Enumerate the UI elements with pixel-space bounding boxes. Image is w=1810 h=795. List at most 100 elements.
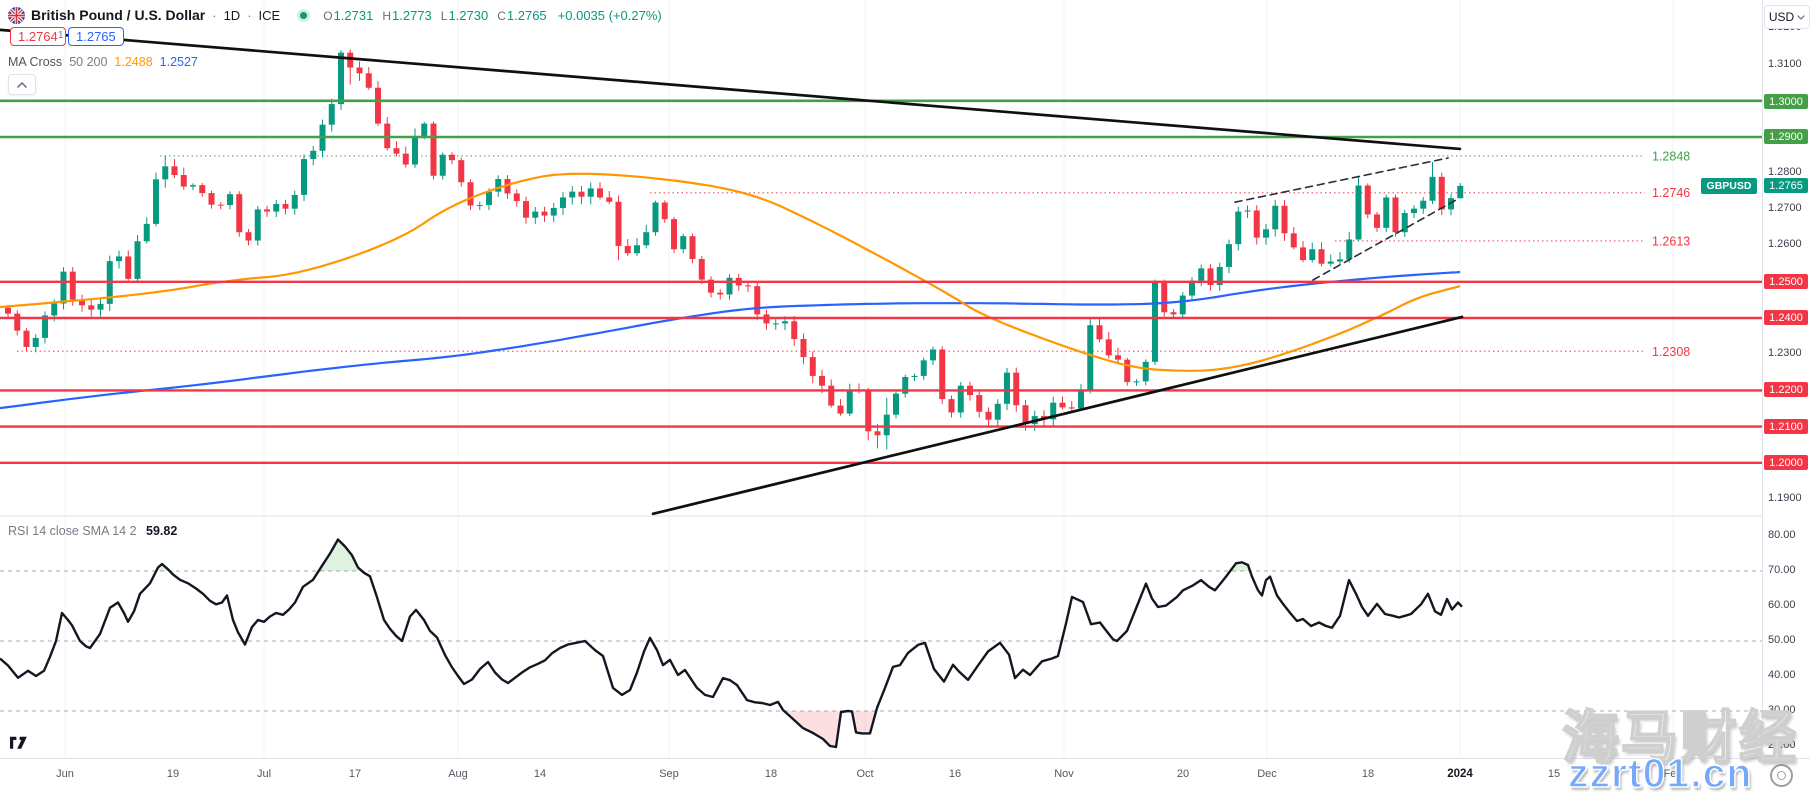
candle-down xyxy=(1290,233,1297,248)
candle-down xyxy=(615,201,622,246)
candle-up xyxy=(920,360,927,376)
low-value: 1.2730 xyxy=(448,7,489,23)
candle-down xyxy=(661,202,668,220)
candle-down xyxy=(837,405,844,414)
candle-up xyxy=(1346,239,1353,260)
candle-down xyxy=(624,245,631,254)
candle-up xyxy=(421,123,428,136)
candle-down xyxy=(948,399,955,413)
trendline-descending[interactable] xyxy=(0,28,1462,151)
open-value: 1.2731 xyxy=(333,7,374,23)
candle-up xyxy=(1420,200,1427,209)
candle-down xyxy=(356,67,363,74)
price-axis-label: 50.00 xyxy=(1768,634,1796,646)
price-level-badge: 1.2200 xyxy=(1764,382,1808,397)
candle-up xyxy=(1179,295,1186,315)
currency-toggle-button[interactable]: USD xyxy=(1764,5,1810,29)
price-axis-label: 1.1900 xyxy=(1768,492,1802,504)
price-label-blue[interactable]: 1.2765 xyxy=(68,27,124,46)
candle-down xyxy=(1068,407,1075,409)
candle-up xyxy=(143,223,150,242)
trendline-ascending[interactable] xyxy=(651,315,1464,516)
price-axis-label: 80.00 xyxy=(1768,529,1796,541)
time-axis[interactable]: Jun 19 Jul 17 Aug 14 Sep 18 Oct 16 Nov 20 Dec 18 2024 1… xyxy=(0,758,1810,795)
candle-up xyxy=(1152,282,1158,362)
candle-up xyxy=(1401,213,1408,233)
candle-up xyxy=(301,159,307,195)
candle-up xyxy=(42,315,48,338)
price-ray-label: 1.2613 xyxy=(1652,234,1690,248)
candle-down xyxy=(1374,214,1380,228)
candle-up xyxy=(782,321,788,324)
ma50-value: 1.2488 xyxy=(114,55,153,69)
candle-down xyxy=(597,188,603,198)
time-axis-label: Nov xyxy=(1054,768,1074,780)
rsi-line[interactable] xyxy=(0,538,1463,749)
time-axis-label: Sep xyxy=(659,768,679,780)
high-value: 1.2773 xyxy=(392,7,432,23)
time-axis-label: Oct xyxy=(856,768,874,780)
candle-up xyxy=(486,191,492,206)
price-axis-label: 1.2800 xyxy=(1768,166,1802,178)
candle-up xyxy=(97,303,104,310)
rsi-indicator-name: RSI 14 close SMA 14 2 xyxy=(8,524,137,538)
ma50-line[interactable] xyxy=(0,172,1461,372)
candle-up xyxy=(957,385,964,413)
candle-down xyxy=(1438,176,1445,210)
candle-up xyxy=(1087,325,1094,391)
price-axis-label: 70.00 xyxy=(1768,564,1796,576)
time-axis-label: 18 xyxy=(1361,768,1375,780)
interval-label[interactable]: 1D xyxy=(223,7,241,23)
time-axis-label: 17 xyxy=(348,768,362,780)
time-axis-label: 19 xyxy=(166,768,180,780)
collapse-legend-button[interactable] xyxy=(8,74,36,95)
candle-up xyxy=(254,209,261,241)
price-ray-label: 1.2848 xyxy=(1652,149,1690,163)
candle-down xyxy=(809,357,816,376)
price-axis-label: 1.3100 xyxy=(1768,58,1802,70)
candle-up xyxy=(1429,176,1436,201)
market-status-dot[interactable] xyxy=(300,11,308,19)
candle-down xyxy=(208,193,215,205)
price-label-red[interactable]: 1.2764 xyxy=(10,27,66,46)
ma-cross-legend-row[interactable]: MA Cross 50 200 1.2488 1.2527 xyxy=(8,55,198,69)
candle-down xyxy=(171,166,178,176)
tradingview-logo[interactable] xyxy=(10,736,35,758)
candle-down xyxy=(800,338,807,358)
candle-up xyxy=(291,194,298,209)
drawing-count-badge: 1 xyxy=(58,30,64,41)
price-axis-label: 30.00 xyxy=(1768,704,1796,716)
candle-up xyxy=(634,245,640,254)
price-level-badge: 1.2100 xyxy=(1764,419,1808,434)
candle-up xyxy=(726,277,733,295)
candle-up xyxy=(32,337,39,347)
candle-down xyxy=(79,299,85,306)
candle-up xyxy=(550,207,557,216)
rsi-legend-row[interactable]: RSI 14 close SMA 14 2 59.82 xyxy=(8,524,177,538)
candle-down xyxy=(1207,268,1214,286)
ma200-line[interactable] xyxy=(0,270,1461,410)
candle-down xyxy=(1013,372,1020,406)
wedge-upper-dashed[interactable] xyxy=(1234,157,1449,203)
candlestick-series xyxy=(5,49,1464,450)
current-price-badge: 1.2765 xyxy=(1764,178,1808,193)
candle-up xyxy=(412,135,418,165)
price-axis-label: 1.2600 xyxy=(1768,238,1802,250)
tradingview-logo-icon xyxy=(10,736,27,749)
time-axis-label: 15 xyxy=(1547,768,1561,780)
candle-down xyxy=(282,203,289,209)
symbol-row[interactable]: British Pound / U.S. Dollar · 1D · ICE O… xyxy=(8,4,662,26)
candle-down xyxy=(88,305,95,310)
change-value: +0.0035 (+0.27%) xyxy=(557,7,662,23)
candle-up xyxy=(190,185,196,187)
candle-down xyxy=(69,271,76,300)
price-axis[interactable]: 1.32001.31001.30001.29001.28001.27001.26… xyxy=(1762,0,1810,758)
wedge-lower-dashed[interactable] xyxy=(1312,198,1459,281)
candle-up xyxy=(1309,249,1316,261)
candle-down xyxy=(874,431,881,436)
timezone-settings-icon[interactable] xyxy=(1770,764,1793,787)
candle-up xyxy=(902,377,909,394)
candle-down xyxy=(976,395,983,412)
